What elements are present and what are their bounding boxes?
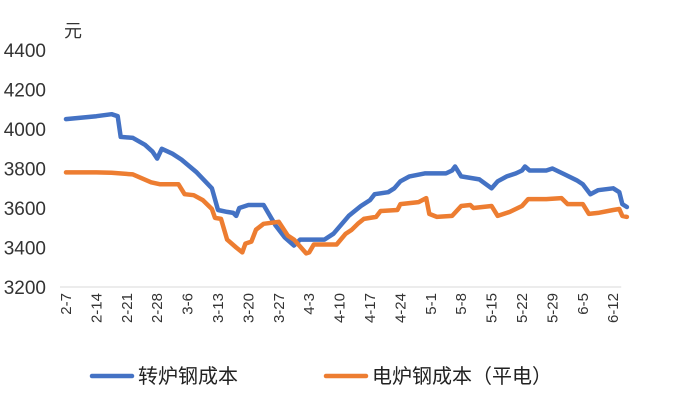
legend-label-1: 转炉钢成本 <box>138 364 238 388</box>
x-tick-label: 3-13 <box>210 293 227 323</box>
x-tick-label: 2-28 <box>149 293 166 323</box>
series-line-1 <box>63 111 630 248</box>
x-tick-label: 5-22 <box>514 293 531 323</box>
y-tick-label: 3200 <box>4 278 46 299</box>
y-tick-label: 4000 <box>4 120 46 141</box>
x-tick-label: 3-6 <box>180 293 197 315</box>
legend: 转炉钢成本 电炉钢成本（平电） <box>89 364 552 388</box>
x-tick-label: 5-15 <box>484 293 501 323</box>
x-tick-label: 6-5 <box>575 293 592 315</box>
legend-label-2: 电炉钢成本（平电） <box>372 364 552 388</box>
x-tick-label: 3-20 <box>240 293 257 323</box>
y-tick-label: 3800 <box>4 160 46 181</box>
x-tick-label: 3-27 <box>271 293 288 323</box>
x-tick-label: 4-3 <box>301 293 318 315</box>
x-axis-ticks: 2-7 2-14 2-21 2-28 3-6 3-13 3-20 3-27 4-3 4-10 4-1… <box>58 293 622 323</box>
y-tick-label: 4200 <box>4 81 46 102</box>
x-tick-label: 2-14 <box>88 293 105 323</box>
x-tick-label: 5-8 <box>453 293 470 315</box>
y-axis-ticks: 3200 3400 3600 3800 4000 4200 4400 <box>4 41 46 299</box>
series-line-2 <box>63 170 630 256</box>
y-axis-unit-label: 元 <box>64 21 82 42</box>
x-tick-label: 5-1 <box>423 293 440 315</box>
x-tick-label: 2-21 <box>119 293 136 323</box>
y-tick-label: 3400 <box>4 239 46 260</box>
x-tick-label: 5-29 <box>544 293 561 323</box>
y-tick-label: 3600 <box>4 199 46 220</box>
series-lines <box>63 111 630 256</box>
x-tick-label: 4-24 <box>392 293 409 323</box>
x-tick-label: 2-7 <box>58 293 75 315</box>
y-tick-label: 4400 <box>4 41 46 62</box>
x-tick-label: 4-17 <box>362 293 379 323</box>
x-tick-label: 6-12 <box>605 293 622 323</box>
x-tick-label: 4-10 <box>332 293 349 323</box>
